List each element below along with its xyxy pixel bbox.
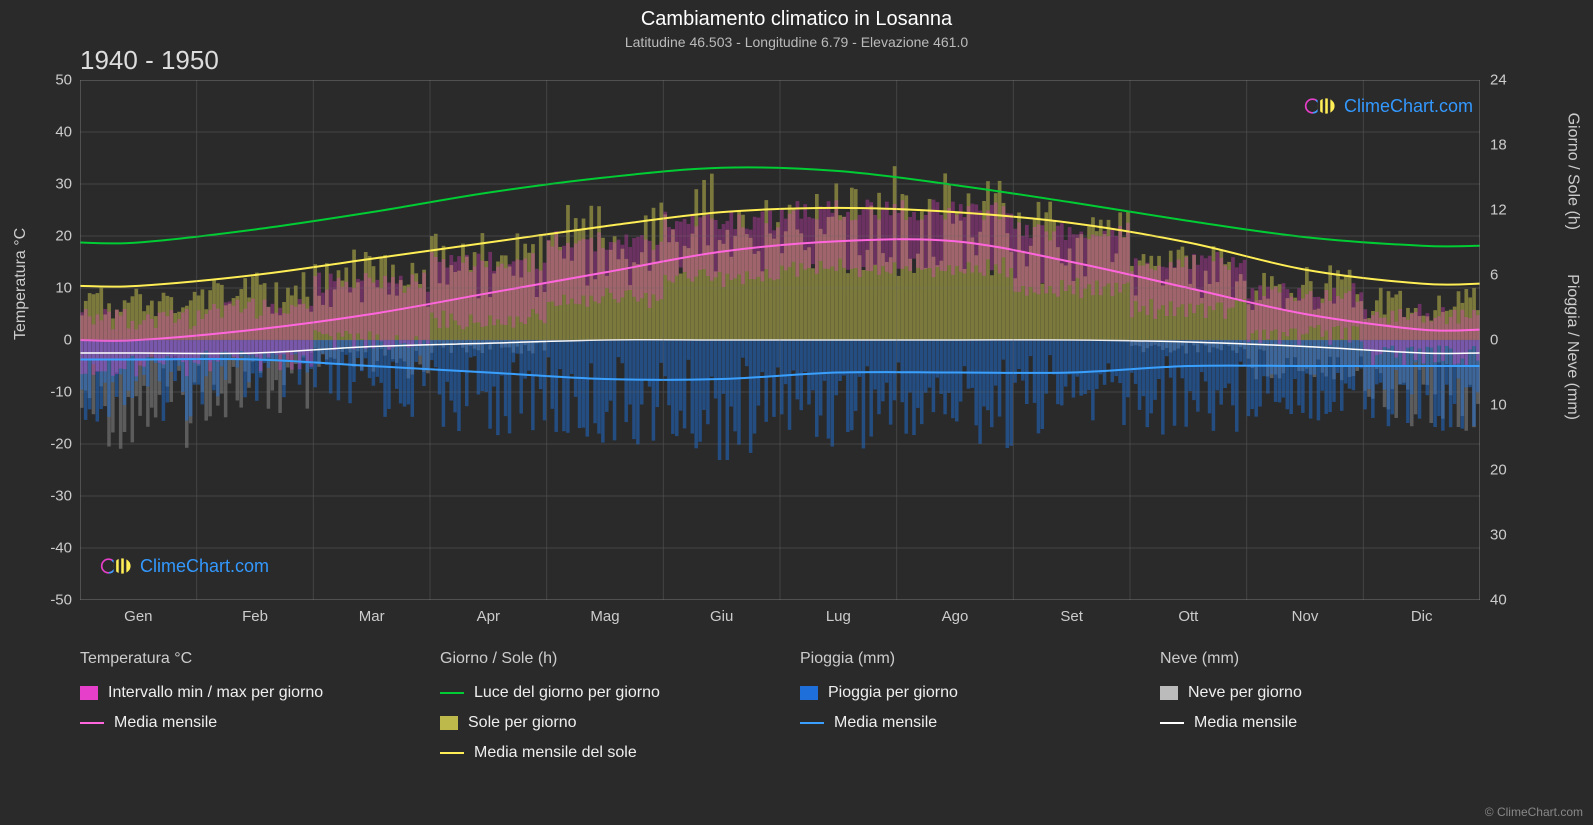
legend-column-title: Neve (mm) [1160, 650, 1460, 668]
legend-item: Sole per giorno [440, 714, 740, 732]
axis-tick-label: Mag [590, 608, 619, 625]
legend-item-label: Pioggia per giorno [828, 684, 958, 702]
chart-container: Cambiamento climatico in Losanna Latitud… [0, 0, 1593, 825]
axis-tick-label: Apr [477, 608, 500, 625]
axis-tick-label: Gen [124, 608, 152, 625]
chart-subtitle: Latitudine 46.503 - Longitudine 6.79 - E… [0, 34, 1593, 50]
legend-item-label: Media mensile [834, 714, 937, 732]
legend-line-icon [1160, 722, 1184, 724]
legend-item: Media mensile [80, 714, 380, 732]
axis-tick-label: Lug [826, 608, 851, 625]
legend-swatch-icon [1160, 686, 1178, 700]
axis-tick-label: Ott [1178, 608, 1198, 625]
legend-column-title: Giorno / Sole (h) [440, 650, 740, 668]
axis-tick-label: 20 [55, 228, 72, 245]
legend-item-label: Media mensile del sole [474, 744, 637, 762]
axis-tick-label: 18 [1490, 137, 1507, 154]
axis-tick-label: 24 [1490, 72, 1507, 89]
axis-tick-label: Mar [359, 608, 385, 625]
axis-tick-label: 10 [1490, 397, 1507, 414]
legend-item-label: Media mensile [114, 714, 217, 732]
legend-line-icon [80, 722, 104, 724]
y-axis-left-label: Temperatura °C [12, 228, 30, 340]
climate-chart-plot [80, 80, 1480, 600]
copyright-label: © ClimeChart.com [1485, 805, 1583, 819]
axis-tick-label: 30 [55, 176, 72, 193]
legend-item: Pioggia per giorno [800, 684, 1100, 702]
legend-column: Temperatura °C Intervallo min / max per g… [80, 650, 380, 810]
axis-tick-label: 40 [55, 124, 72, 141]
legend-column-title: Pioggia (mm) [800, 650, 1100, 668]
axis-tick-label: 50 [55, 72, 72, 89]
legend-column: Neve (mm) Neve per giorno Media mensile [1160, 650, 1460, 810]
logo-icon [1304, 95, 1338, 117]
axis-tick-label: Set [1060, 608, 1083, 625]
brand-label: ClimeChart.com [1344, 96, 1473, 117]
legend-line-icon [440, 752, 464, 754]
axis-tick-label: Feb [242, 608, 268, 625]
axis-tick-label: -50 [50, 592, 72, 609]
legend-item: Media mensile del sole [440, 744, 740, 762]
axis-tick-label: 40 [1490, 592, 1507, 609]
legend-line-icon [800, 722, 824, 724]
axis-tick-label: 0 [64, 332, 72, 349]
logo-icon [100, 555, 134, 577]
legend-item: Media mensile [800, 714, 1100, 732]
legend-swatch-icon [800, 686, 818, 700]
legend-item: Intervallo min / max per giorno [80, 684, 380, 702]
watermark-bottom: ClimeChart.com [100, 555, 269, 577]
axis-tick-label: Dic [1411, 608, 1433, 625]
axis-tick-label: 30 [1490, 527, 1507, 544]
legend-item: Neve per giorno [1160, 684, 1460, 702]
legend-swatch-icon [440, 716, 458, 730]
y-axis-right-top-label: Giorno / Sole (h) [1563, 113, 1581, 230]
year-range-label: 1940 - 1950 [80, 45, 219, 76]
axis-tick-label: 12 [1490, 202, 1507, 219]
legend-item-label: Neve per giorno [1188, 684, 1302, 702]
axis-tick-label: -20 [50, 436, 72, 453]
axis-tick-label: 10 [55, 280, 72, 297]
axis-tick-label: 20 [1490, 462, 1507, 479]
legend-item-label: Luce del giorno per giorno [474, 684, 660, 702]
legend: Temperatura °C Intervallo min / max per g… [80, 650, 1480, 810]
chart-title: Cambiamento climatico in Losanna [0, 8, 1593, 31]
axis-tick-label: 0 [1490, 332, 1498, 349]
brand-label: ClimeChart.com [140, 556, 269, 577]
axis-tick-label: Ago [942, 608, 969, 625]
legend-column: Giorno / Sole (h) Luce del giorno per gio… [440, 650, 740, 810]
legend-item-label: Media mensile [1194, 714, 1297, 732]
legend-column-title: Temperatura °C [80, 650, 380, 668]
legend-item-label: Sole per giorno [468, 714, 577, 732]
axis-tick-label: -10 [50, 384, 72, 401]
watermark-top: ClimeChart.com [1304, 95, 1473, 117]
legend-line-icon [440, 692, 464, 694]
legend-item-label: Intervallo min / max per giorno [108, 684, 323, 702]
legend-column: Pioggia (mm) Pioggia per giorno Media mens… [800, 650, 1100, 810]
axis-tick-label: Giu [710, 608, 733, 625]
legend-item: Luce del giorno per giorno [440, 684, 740, 702]
legend-item: Media mensile [1160, 714, 1460, 732]
axis-tick-label: -30 [50, 488, 72, 505]
y-axis-right-bottom-label: Pioggia / Neve (mm) [1563, 274, 1581, 420]
axis-tick-label: Nov [1292, 608, 1319, 625]
axis-tick-label: -40 [50, 540, 72, 557]
axis-tick-label: 6 [1490, 267, 1498, 284]
legend-swatch-icon [80, 686, 98, 700]
